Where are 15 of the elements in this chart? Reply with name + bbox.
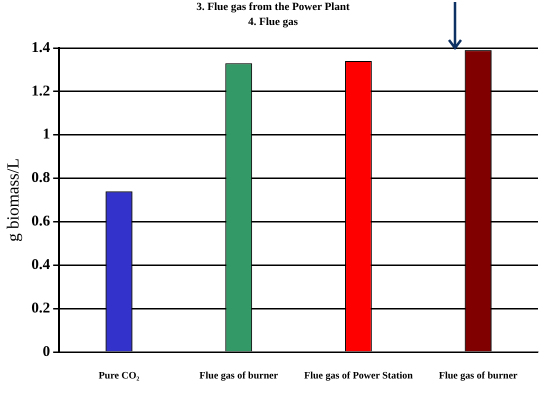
text: 4. Flue gas bbox=[247, 15, 299, 30]
y-tick-label: 0.6 bbox=[31, 214, 51, 230]
y-tick-label: 1.2 bbox=[31, 83, 50, 100]
y-tick-label: 1.4 bbox=[31, 40, 51, 56]
y-axis-title: g biomass/L bbox=[4, 158, 23, 242]
y-tick-label: 0.4 bbox=[31, 257, 51, 274]
x-tick-label: Pure CO₂ bbox=[98, 370, 140, 382]
y-tick-label: 0.8 bbox=[31, 170, 50, 186]
y-tick-label: 0 bbox=[42, 344, 50, 360]
x-tick-label: Flue gas of burner bbox=[438, 370, 518, 382]
text: 3. Flue gas from the Power Plant bbox=[195, 0, 351, 15]
y-tick-label: 1 bbox=[42, 126, 50, 143]
x-tick-label: Flue gas of burner bbox=[199, 370, 279, 382]
x-tick-label: Flue gas of Power Station bbox=[304, 370, 414, 382]
y-tick-label: 0.2 bbox=[31, 300, 50, 316]
